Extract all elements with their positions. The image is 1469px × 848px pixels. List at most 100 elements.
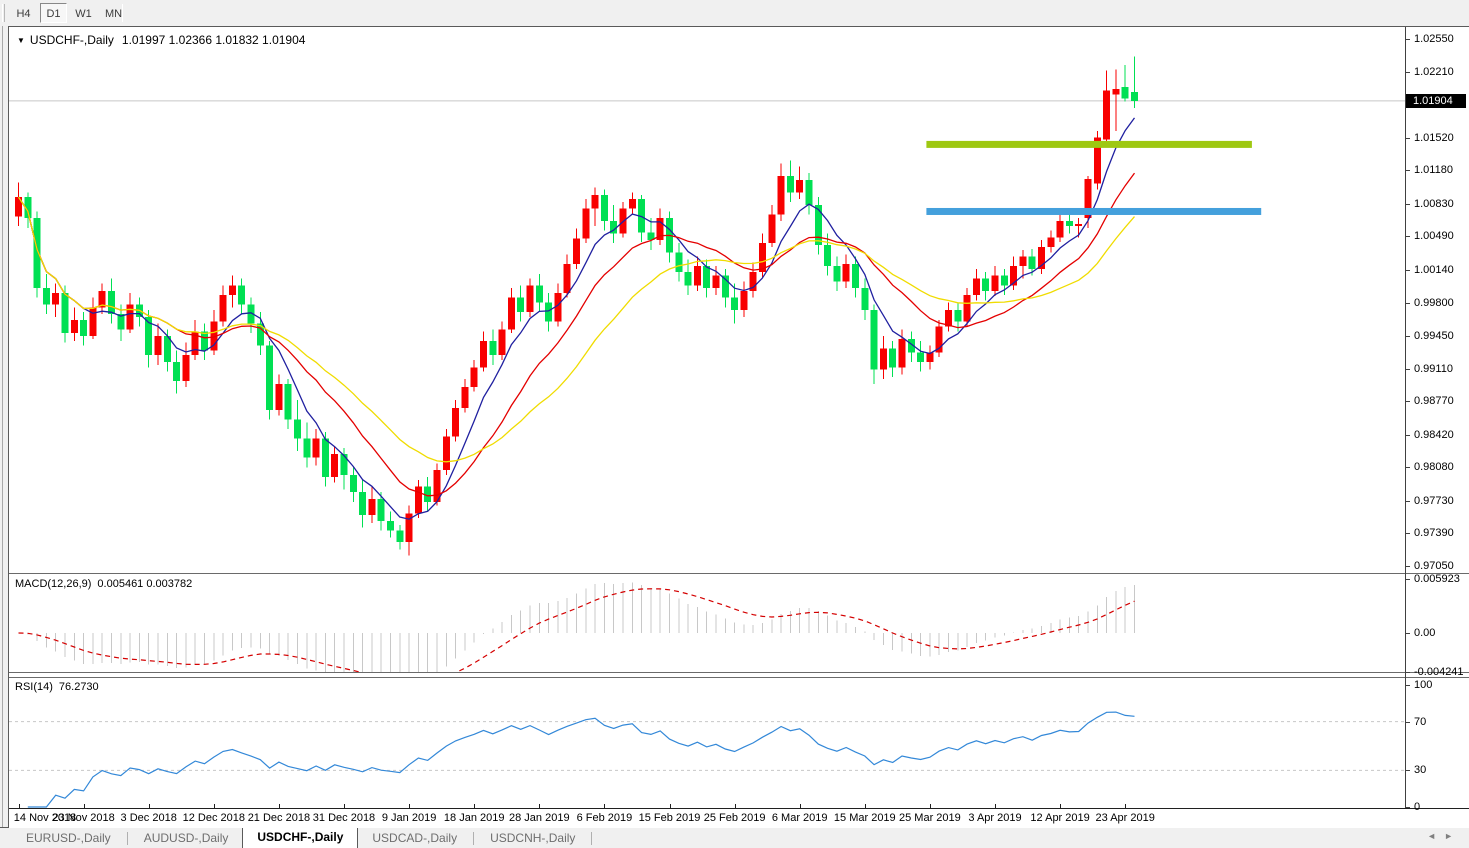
axis-tick xyxy=(1406,467,1410,469)
date-tick xyxy=(148,804,150,808)
timeframe-buttons: H4 D1 W1 MN xyxy=(10,3,130,23)
timeframe-button-h4[interactable]: H4 xyxy=(16,8,31,20)
ma-medium-line xyxy=(17,172,1136,497)
tab-audusd[interactable]: AUDUSD-,Daily xyxy=(143,831,229,845)
tab-eurusd[interactable]: EURUSD-,Daily xyxy=(26,831,111,845)
price-tick-label: 1.00830 xyxy=(1414,197,1454,210)
window-left-frame xyxy=(0,26,8,827)
tab-usdcad[interactable]: USDCAD-,Daily xyxy=(372,831,458,845)
date-tick-label: 31 Dec 2018 xyxy=(312,812,376,824)
date-tick xyxy=(539,804,541,808)
axis-tick xyxy=(1406,269,1410,271)
date-tick-label: 14 Nov 2018 xyxy=(13,812,77,824)
macd-chart[interactable] xyxy=(9,575,1405,672)
pane-separator[interactable] xyxy=(9,672,1469,673)
tab-usdcnh[interactable]: USDCNH-,Daily xyxy=(490,831,576,845)
axis-tick xyxy=(1406,533,1410,535)
date-tick-label: 12 Dec 2018 xyxy=(182,812,245,824)
rsi-tick-label: 30 xyxy=(1414,764,1427,777)
axis-tick xyxy=(1406,685,1410,686)
price-pane[interactable]: ▼ USDCHF-,Daily 1.01997 1.02366 1.01832 1.… xyxy=(9,27,1469,573)
rsi-value: 76.2730 xyxy=(58,681,99,693)
date-tick xyxy=(734,804,736,808)
date-tick-label: 25 Feb 2019 xyxy=(703,812,766,824)
date-tick xyxy=(604,804,606,808)
date-tick-label: 3 Apr 2019 xyxy=(968,812,1022,824)
tab-separator xyxy=(473,832,475,845)
rsi-tick-label: 100 xyxy=(1414,679,1433,691)
pane-separator[interactable] xyxy=(9,573,1469,575)
timeframe-button-mn[interactable]: MN xyxy=(104,8,123,20)
axis-tick xyxy=(1406,579,1410,580)
tab-usdchf[interactable]: USDCHF-,Daily xyxy=(242,827,359,848)
price-tick-label: 1.00490 xyxy=(1414,230,1454,243)
tab-scroll-left-icon[interactable]: ◄ xyxy=(1427,831,1445,841)
date-tick-label: 15 Mar 2019 xyxy=(833,812,896,824)
axis-tick xyxy=(1406,807,1410,808)
symbol-tabs: EURUSD-,Daily AUDUSD-,Daily USDCHF-,Daily U… xyxy=(12,827,594,848)
price-axis[interactable]: 1.025501.022101.018701.015201.011801.008… xyxy=(1405,27,1469,813)
toolbar-separator xyxy=(122,4,123,22)
rsi-chart[interactable] xyxy=(9,678,1405,808)
toolbar-grip[interactable] xyxy=(2,4,5,22)
axis-tick xyxy=(1406,368,1410,370)
date-tick-label: 18 Jan 2019 xyxy=(443,812,505,824)
price-tick-label: 1.00140 xyxy=(1414,263,1454,276)
tab-scroll-arrows: ◄► xyxy=(1427,831,1461,841)
macd-pane[interactable]: MACD(12,26,9) 0.005461 0.003782 xyxy=(9,575,1469,672)
ma-slow-line xyxy=(17,196,1135,463)
rsi-tick-label: 0 xyxy=(1414,801,1421,813)
date-tick xyxy=(213,804,215,808)
chart-window: ▼ USDCHF-,Daily 1.01997 1.02366 1.01832 1.… xyxy=(8,26,1469,828)
axis-tick xyxy=(1406,39,1410,40)
price-tick-label: 1.02210 xyxy=(1414,65,1454,78)
date-tick xyxy=(1060,804,1062,808)
date-tick xyxy=(83,804,85,808)
pane-separator[interactable] xyxy=(9,677,1469,678)
axis-tick xyxy=(1406,236,1410,238)
date-tick xyxy=(995,804,996,808)
rsi-line xyxy=(27,711,1135,808)
support-line[interactable] xyxy=(926,207,1262,215)
rsi-tick-label: 70 xyxy=(1414,715,1427,728)
price-axis-line xyxy=(1405,27,1406,808)
candlestick-chart[interactable] xyxy=(9,27,1405,573)
date-tick-label: 21 Dec 2018 xyxy=(247,812,311,824)
date-tick xyxy=(409,804,411,808)
date-tick-label: 15 Feb 2019 xyxy=(638,812,701,824)
date-tick xyxy=(929,804,931,808)
price-tick-label: 0.97390 xyxy=(1414,527,1454,540)
date-tick xyxy=(344,804,345,808)
date-tick-label: 3 Dec 2018 xyxy=(120,812,177,824)
timeframe-button-w1[interactable]: W1 xyxy=(75,8,92,20)
date-tick-label: 25 Mar 2019 xyxy=(899,812,961,824)
chart-ohlc-values: 1.01997 1.02366 1.01832 1.01904 xyxy=(121,33,306,47)
macd-signal-line xyxy=(18,588,1135,672)
axis-tick xyxy=(1406,203,1410,205)
date-tick xyxy=(1125,804,1127,808)
resistance-line[interactable] xyxy=(926,140,1252,148)
axis-tick xyxy=(1406,671,1410,673)
price-tick-label: 1.02550 xyxy=(1414,33,1454,45)
price-tick-label: 0.99800 xyxy=(1414,296,1454,309)
axis-tick xyxy=(1406,302,1410,304)
date-tick-label: 6 Mar 2019 xyxy=(771,812,828,824)
date-tick-label: 9 Jan 2019 xyxy=(381,812,437,824)
axis-tick xyxy=(1406,721,1410,723)
price-tick-label: 0.99450 xyxy=(1414,330,1454,343)
macd-tick-label: -0.004241 xyxy=(1414,665,1464,678)
date-tick xyxy=(669,804,671,808)
date-tick xyxy=(474,804,476,808)
macd-tick-label: 0.00 xyxy=(1414,627,1436,639)
tab-scroll-right-icon[interactable]: ► xyxy=(1444,831,1461,841)
chart-title: ▼ USDCHF-,Daily 1.01997 1.02366 1.01832 1.… xyxy=(17,33,305,47)
price-tick-label: 0.98420 xyxy=(1414,428,1454,441)
rsi-pane[interactable]: RSI(14) 76.2730 xyxy=(9,678,1469,808)
triangle-down-icon[interactable]: ▼ xyxy=(17,36,25,45)
price-tick-label: 1.01520 xyxy=(1414,131,1454,144)
date-tick xyxy=(18,804,20,808)
price-tick-label: 0.98080 xyxy=(1414,461,1454,474)
time-axis[interactable]: 14 Nov 2018 23 Nov 2018 3 Dec 2018 12 Dec 2… xyxy=(9,804,1469,828)
timeframe-button-d1[interactable]: D1 xyxy=(40,3,67,23)
